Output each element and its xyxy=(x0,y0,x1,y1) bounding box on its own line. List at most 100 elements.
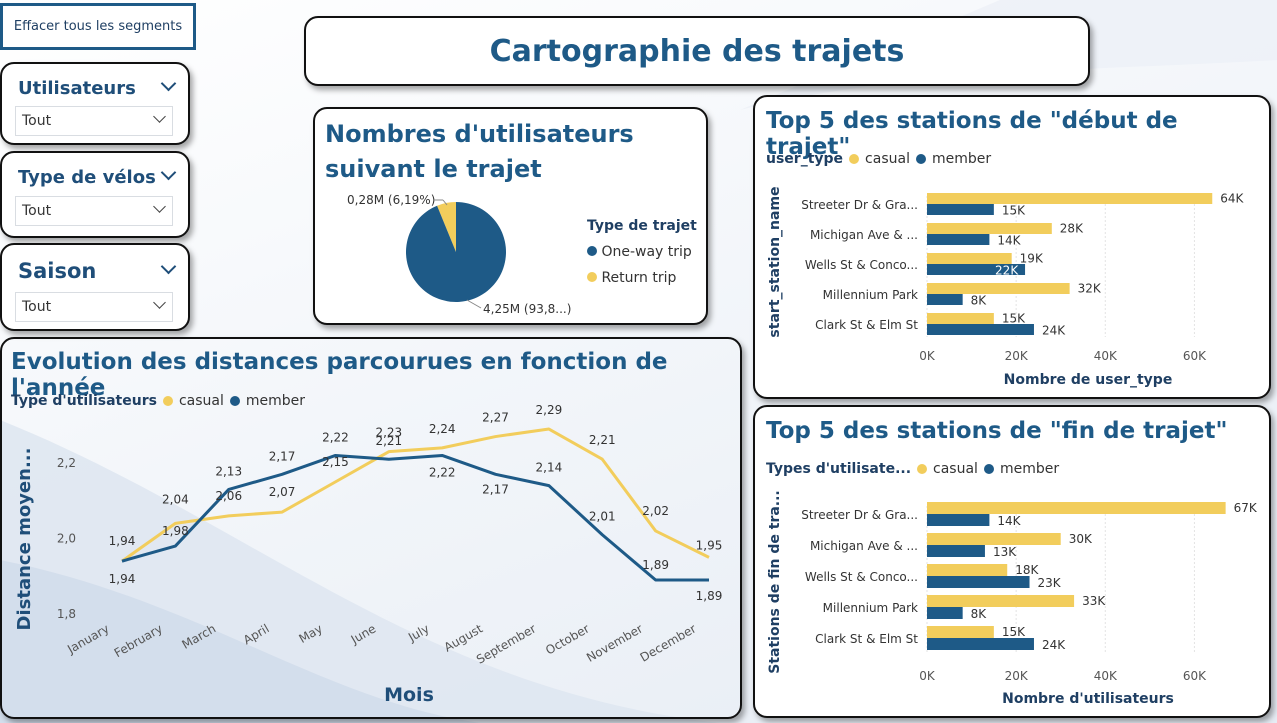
data-label-member: 22K xyxy=(995,264,1019,278)
x-tick-label: 60K xyxy=(1183,349,1207,363)
data-label-member: 2,21 xyxy=(375,434,402,448)
x-tick-label: 0K xyxy=(919,349,936,363)
y-axis-title: Distance moyen... xyxy=(14,448,35,631)
bar-member[interactable] xyxy=(927,204,994,215)
data-label-casual: 2,02 xyxy=(642,504,669,518)
slicer-season: Saison Tout xyxy=(0,243,190,331)
chevron-down-icon xyxy=(153,296,166,309)
bar-member[interactable] xyxy=(927,607,963,619)
bar-casual[interactable] xyxy=(927,253,1012,264)
pie-slice-one-way[interactable] xyxy=(405,202,506,302)
clear-all-slicers-button[interactable]: Effacer tous les segments xyxy=(0,3,196,50)
bar-member[interactable] xyxy=(927,545,985,557)
slicer-title: Type de vélos xyxy=(18,167,156,188)
top-end-bar-chart: 0K 20K 40K 60K Streeter Dr & Gra... 67K 14K Mic… xyxy=(767,490,1258,707)
legend-item-one-way[interactable]: One-way trip xyxy=(587,244,692,260)
x-tick-label: June xyxy=(348,621,379,647)
season-dropdown[interactable]: Tout xyxy=(15,292,173,322)
x-tick-label: 60K xyxy=(1183,669,1207,683)
x-tick-label: 20K xyxy=(1005,349,1029,363)
data-label-member: 1,98 xyxy=(162,524,189,538)
bar-member[interactable] xyxy=(927,576,1030,588)
bar-casual[interactable] xyxy=(927,595,1075,607)
y-tick-label: 2,2 xyxy=(57,456,76,470)
legend-casual[interactable]: casual xyxy=(178,393,224,409)
series-line-casual[interactable] xyxy=(121,427,710,563)
x-tick-label: 40K xyxy=(1094,669,1118,683)
data-label-casual: 2,29 xyxy=(536,403,563,417)
top-start-bar-chart: 0K 20K 40K 60K Streeter Dr & Gra... 64K 15K Mic… xyxy=(767,186,1245,388)
data-label-casual: 2,27 xyxy=(482,411,509,425)
bar-casual[interactable] xyxy=(927,564,1008,576)
category-label: Wells St & Conco... xyxy=(805,258,918,272)
pie-title-line1: Nombres d'utilisateurs xyxy=(325,120,634,148)
y-tick-label: 2,0 xyxy=(57,532,76,546)
bar-member[interactable] xyxy=(927,294,963,305)
bar-casual[interactable] xyxy=(927,626,994,638)
data-label-casual: 2,15 xyxy=(322,455,349,469)
top-end-legend: Types d'utilisate... casual member xyxy=(766,461,1059,477)
legend-title: user_type xyxy=(766,151,844,167)
data-label-member: 1,89 xyxy=(696,589,723,603)
top-end-card: Top 5 des stations de "fin de trajet" Ty… xyxy=(753,405,1271,718)
legend-casual[interactable]: casual xyxy=(933,461,978,477)
chevron-down-icon xyxy=(153,110,166,123)
bar-casual[interactable] xyxy=(927,313,994,324)
bar-member[interactable] xyxy=(927,264,1026,275)
series-line-member[interactable] xyxy=(121,453,709,582)
data-label-casual: 18K xyxy=(1015,563,1039,577)
pie-title: Nombres d'utilisateurs suivant le trajet xyxy=(325,117,634,187)
data-label-member: 23K xyxy=(1038,576,1062,590)
data-label-casual: 67K xyxy=(1234,501,1258,515)
pie-legend-title: Type de trajet xyxy=(587,218,697,234)
legend-casual[interactable]: casual xyxy=(865,151,910,167)
chevron-down-icon[interactable] xyxy=(160,75,177,92)
bar-member[interactable] xyxy=(927,638,1034,650)
legend-title: Types d'utilisate... xyxy=(766,461,912,477)
legend-member[interactable]: member xyxy=(931,151,992,167)
category-label: Clark St & Elm St xyxy=(815,632,918,646)
bar-casual[interactable] xyxy=(927,283,1070,294)
pie-label-large: 4,25M (93,8...) xyxy=(483,302,571,316)
legend-member[interactable]: member xyxy=(999,461,1060,477)
chevron-down-icon[interactable] xyxy=(160,258,177,275)
bar-member[interactable] xyxy=(927,234,990,245)
legend-item-return[interactable]: Return trip xyxy=(587,270,676,286)
x-tick-label: March xyxy=(180,621,219,651)
bar-casual[interactable] xyxy=(927,193,1213,204)
x-tick-label: 20K xyxy=(1005,669,1029,683)
bike-type-dropdown[interactable]: Tout xyxy=(15,196,173,226)
line-title: Evolution des distances parcourues en fo… xyxy=(11,349,668,401)
legend-member[interactable]: member xyxy=(245,393,306,409)
pie-title-line2: suivant le trajet xyxy=(325,155,542,183)
pie-legend: Type de trajet One-way trip Return trip xyxy=(587,218,697,286)
pie-slice-return[interactable] xyxy=(437,202,456,252)
dropdown-value: Tout xyxy=(22,113,52,129)
users-dropdown[interactable]: Tout xyxy=(15,106,173,136)
top-start-title: Top 5 des stations de "début de trajet" xyxy=(766,108,1178,160)
data-label-member: 2,13 xyxy=(215,464,242,478)
x-tick-label: December xyxy=(638,621,699,664)
data-label-casual: 33K xyxy=(1082,594,1106,608)
x-axis-title: Nombre d'utilisateurs xyxy=(1002,691,1174,707)
bar-casual[interactable] xyxy=(927,533,1061,545)
x-tick-label: May xyxy=(296,621,324,646)
x-tick-label: July xyxy=(405,621,432,644)
bar-member[interactable] xyxy=(927,514,990,526)
x-tick-label: September xyxy=(474,621,538,666)
slicer-users: Utilisateurs Tout xyxy=(0,62,190,145)
data-label-casual: 2,21 xyxy=(589,433,616,447)
bar-member[interactable] xyxy=(927,324,1034,335)
chevron-down-icon[interactable] xyxy=(160,164,177,181)
x-tick-label: February xyxy=(112,621,165,660)
x-tick-label: August xyxy=(442,621,486,654)
slicer-bike-type: Type de vélos Tout xyxy=(0,151,190,238)
data-label-casual: 1,95 xyxy=(696,538,723,552)
bar-casual[interactable] xyxy=(927,223,1052,234)
data-label-casual: 2,06 xyxy=(215,489,242,503)
category-label: Millennium Park xyxy=(823,288,918,302)
data-label-member: 24K xyxy=(1042,638,1066,652)
data-label-member: 2,22 xyxy=(322,430,349,444)
data-label-casual: 15K xyxy=(1002,625,1026,639)
bar-casual[interactable] xyxy=(927,502,1226,514)
